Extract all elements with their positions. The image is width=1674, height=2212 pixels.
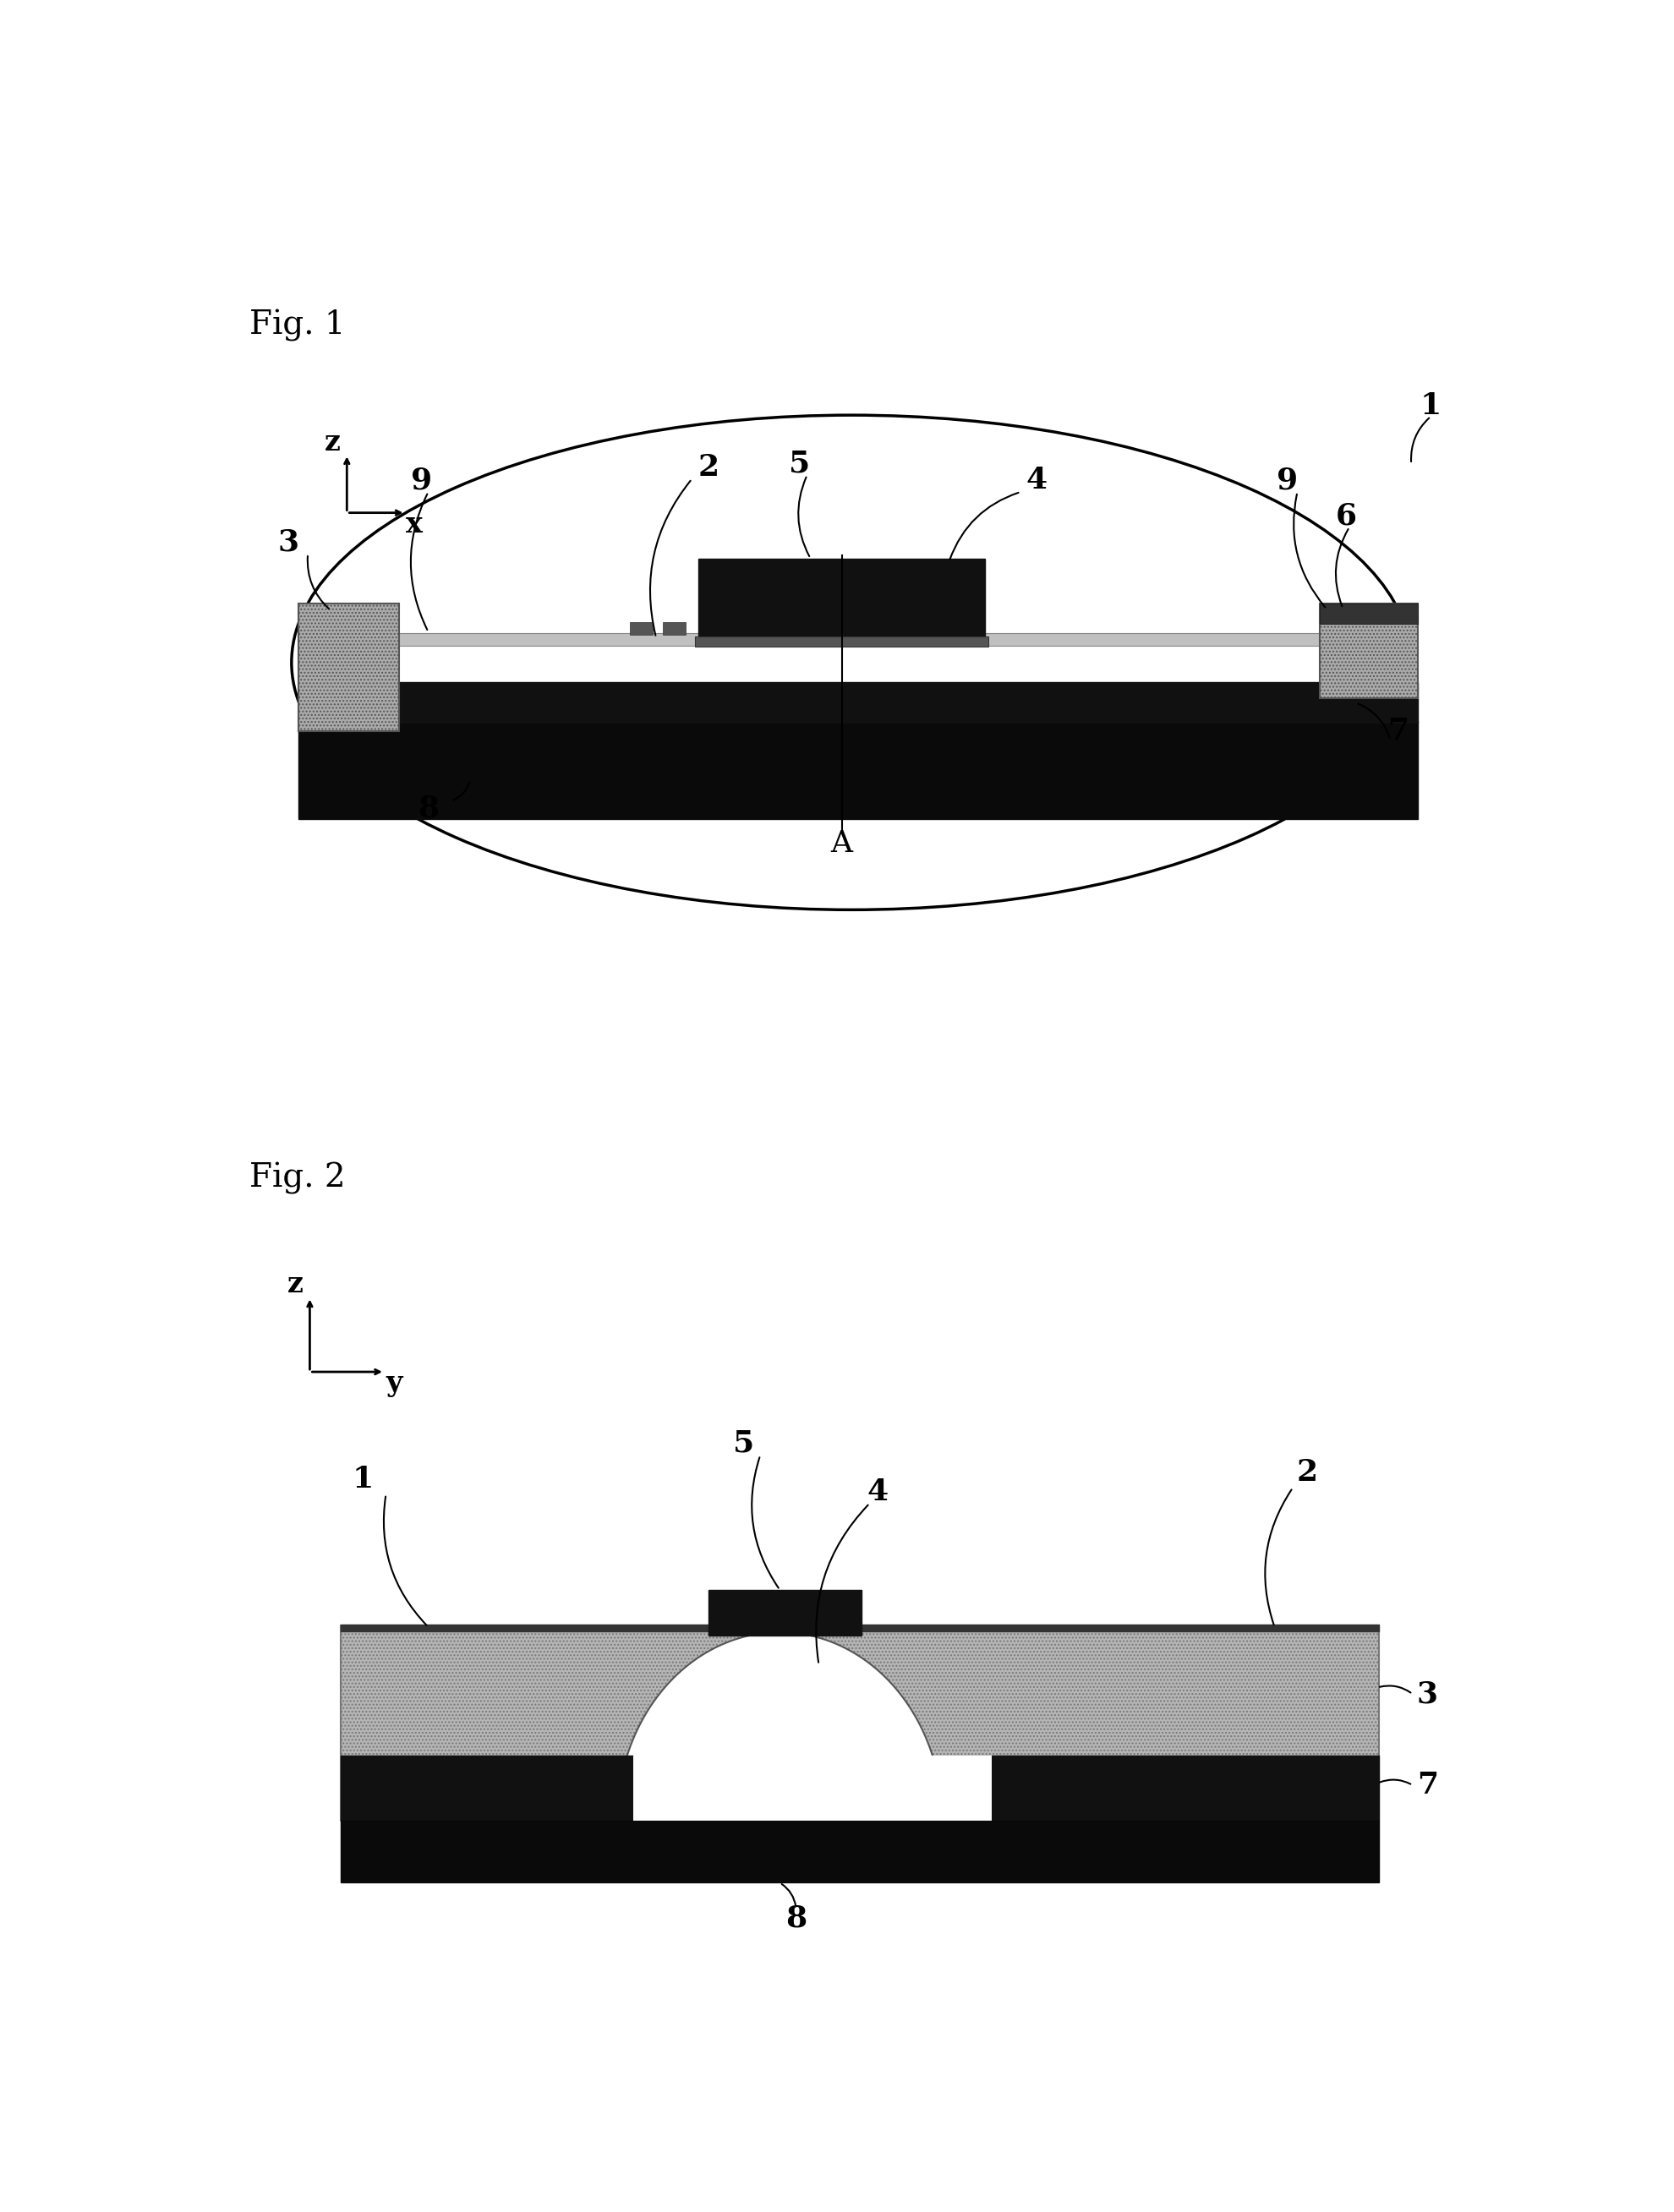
Bar <box>629 622 653 635</box>
Bar <box>1321 604 1418 624</box>
Bar <box>298 681 1418 723</box>
Text: y: y <box>387 1369 403 1398</box>
Text: 6: 6 <box>1336 502 1358 531</box>
Bar <box>340 1626 1379 1820</box>
Bar <box>695 637 988 646</box>
Text: x: x <box>407 511 424 538</box>
Bar <box>849 622 870 635</box>
Bar <box>340 1624 1379 1630</box>
Bar <box>298 721 1418 818</box>
Text: z: z <box>288 1270 303 1298</box>
Text: 4: 4 <box>867 1478 889 1506</box>
Text: 4: 4 <box>1026 467 1048 495</box>
Bar <box>884 622 907 635</box>
Bar <box>919 622 942 635</box>
Text: 8: 8 <box>785 1905 807 1933</box>
Bar <box>340 1820 1379 1882</box>
Bar <box>773 622 797 635</box>
Text: 9: 9 <box>1277 467 1299 495</box>
Bar <box>1321 604 1418 699</box>
Bar <box>735 622 757 635</box>
Text: 2: 2 <box>698 453 718 482</box>
Bar <box>812 622 835 635</box>
Text: 5: 5 <box>733 1429 755 1458</box>
Text: 5: 5 <box>788 449 810 478</box>
Polygon shape <box>618 1632 942 1820</box>
Bar <box>298 604 398 730</box>
Bar <box>708 1590 860 1635</box>
Ellipse shape <box>291 416 1411 909</box>
Text: Fig. 2: Fig. 2 <box>249 1161 345 1194</box>
Text: 9: 9 <box>412 467 432 495</box>
Bar <box>698 622 721 635</box>
Text: z: z <box>325 429 340 456</box>
Text: 8: 8 <box>417 794 439 823</box>
Bar <box>633 1756 991 1820</box>
Bar <box>698 557 984 637</box>
Text: 2: 2 <box>1296 1458 1317 1486</box>
Text: 3: 3 <box>278 529 300 557</box>
Text: 1: 1 <box>1420 392 1441 420</box>
Text: 7: 7 <box>1416 1772 1438 1801</box>
Text: 7: 7 <box>1388 717 1410 745</box>
Bar <box>357 633 1359 646</box>
Text: 3: 3 <box>1416 1679 1438 1708</box>
Text: A: A <box>830 830 852 858</box>
Bar <box>663 622 685 635</box>
Bar <box>340 1756 633 1820</box>
Text: Fig. 1: Fig. 1 <box>249 310 345 343</box>
Bar <box>991 1756 1379 1820</box>
Text: 1: 1 <box>353 1464 373 1493</box>
